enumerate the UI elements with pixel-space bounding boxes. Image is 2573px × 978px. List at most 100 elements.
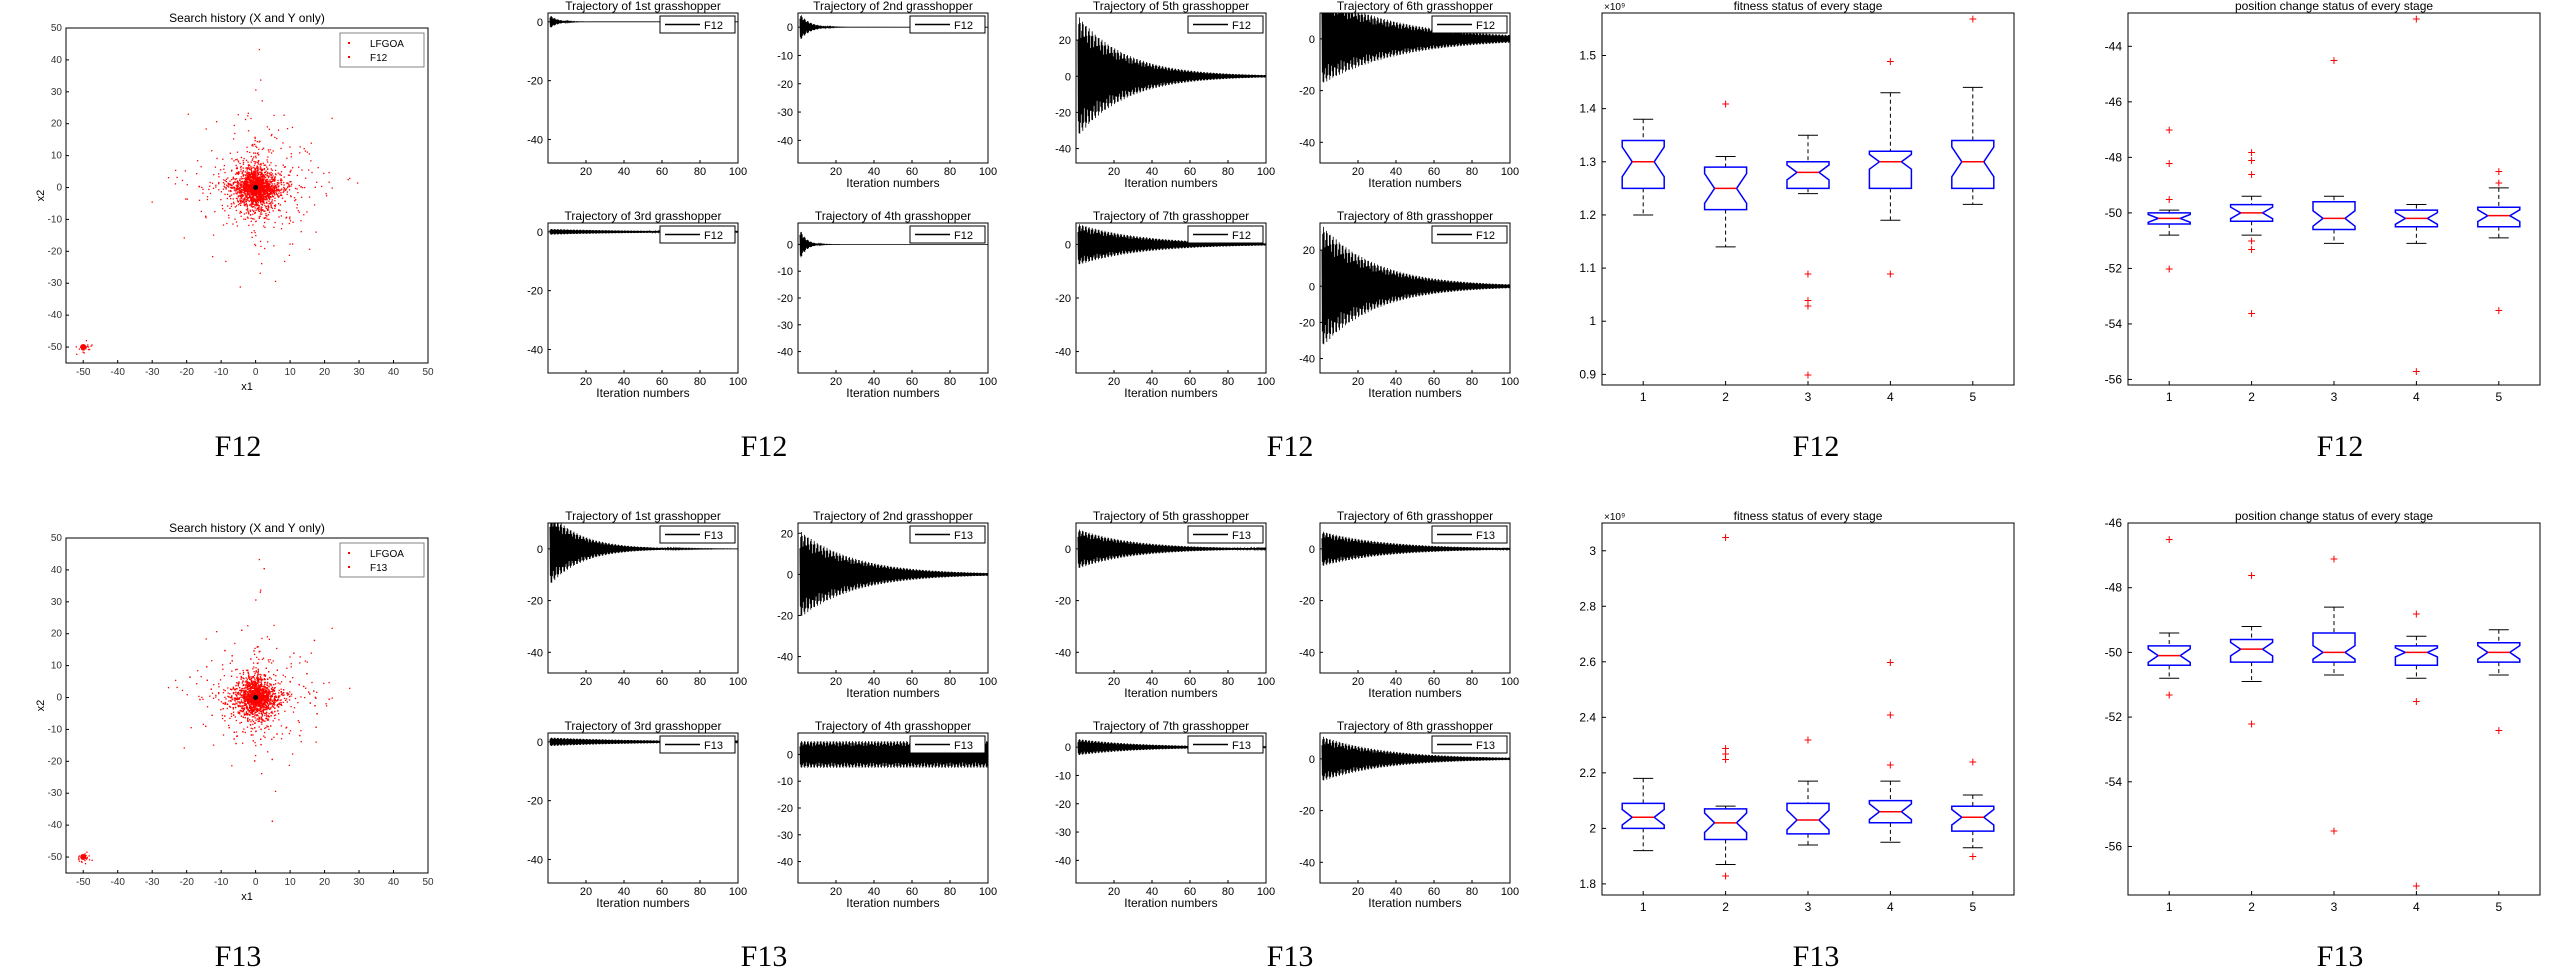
scatter-point [274, 679, 277, 682]
scatter-point [248, 167, 251, 169]
scatter-point [216, 157, 218, 160]
scatter-point [246, 192, 249, 194]
scatter-point [250, 677, 253, 680]
scatter-point [247, 175, 250, 177]
scatter-point [260, 705, 262, 707]
scatter-point [235, 719, 238, 722]
scatter-point [241, 186, 243, 188]
scatter-point [255, 730, 257, 732]
scatter-point [242, 185, 245, 187]
scatter-point [261, 185, 263, 187]
x-tick-label: 80 [1222, 376, 1234, 388]
scatter-point [251, 159, 253, 161]
scatter-point [253, 176, 256, 178]
scatter-point [274, 176, 276, 178]
scatter-point [285, 217, 287, 219]
x-tick-label: 5 [2495, 390, 2502, 404]
scatter-point [241, 195, 243, 197]
scatter-point [273, 699, 275, 701]
scatter-point [314, 696, 316, 698]
scatter-point [247, 165, 250, 167]
scatter-point [280, 725, 283, 727]
scatter-point [251, 192, 253, 194]
scatter-point [267, 168, 269, 171]
scatter-point [252, 213, 254, 216]
scatter-point [278, 190, 280, 192]
x-tick-label: 1 [2166, 390, 2173, 404]
scatter-point [243, 197, 245, 200]
scatter-point [271, 178, 273, 180]
outlier-marker: + [1804, 265, 1812, 281]
outlier-marker: + [2248, 166, 2256, 182]
scatter-point [257, 161, 259, 164]
scatter-point [254, 192, 256, 194]
scatter-point [257, 181, 260, 183]
scatter-point [235, 731, 238, 733]
scatter-point [237, 682, 239, 684]
scatter-point [253, 210, 255, 212]
scatter-point [288, 254, 291, 257]
scatter-point [257, 168, 259, 170]
scatter-point [226, 222, 228, 225]
outlier-marker: + [2330, 52, 2338, 68]
scatter-point [255, 145, 257, 147]
y-tick-label: 1.4 [1579, 102, 1596, 116]
scatter-point [293, 197, 296, 199]
scatter-point [257, 181, 259, 183]
scatter-point [273, 689, 276, 691]
scatter-point [261, 693, 263, 696]
scatter-point [247, 697, 249, 699]
scatter-point [247, 173, 250, 176]
scatter-point [272, 699, 274, 701]
scatter-point [264, 210, 266, 212]
scatter-point [235, 187, 237, 189]
scatter-point [308, 153, 311, 155]
scatter-point [235, 221, 238, 223]
scatter-point [242, 671, 245, 674]
scatter-point [268, 698, 270, 700]
scatter-point [266, 711, 268, 713]
scatter-point [300, 186, 302, 188]
scatter-point [251, 719, 254, 721]
scatter-point [270, 699, 272, 702]
scatter-point [249, 204, 251, 206]
scatter-point [259, 179, 261, 181]
scatter-point [249, 692, 252, 694]
scatter-point [237, 711, 239, 713]
scatter-point [223, 183, 226, 185]
scatter-point [261, 203, 264, 206]
scatter-point [240, 184, 243, 186]
scatter-point [266, 702, 269, 704]
scatter-point [228, 190, 230, 192]
outlier-marker: + [2165, 122, 2173, 138]
scatter-point [268, 193, 270, 195]
scatter-point [283, 190, 285, 193]
x-tick-label: 60 [656, 376, 668, 388]
scatter-point [255, 89, 257, 91]
scatter-point [236, 193, 238, 195]
scatter-point [256, 152, 259, 155]
scatter-point [244, 699, 246, 701]
scatter-point [174, 183, 177, 185]
scatter-point [260, 168, 262, 171]
scatter-point [253, 189, 255, 192]
scatter-point [251, 181, 253, 183]
scatter-point [271, 195, 273, 198]
scatter-point [263, 678, 265, 681]
scatter-point [253, 177, 256, 179]
scatter-point [254, 200, 256, 202]
scatter-point [85, 348, 87, 350]
scatter-points [75, 48, 359, 355]
scatter-point [257, 703, 259, 706]
scatter-point [250, 172, 252, 174]
scatter-point [291, 753, 294, 755]
scatter-point [248, 677, 251, 679]
scatter-point [325, 193, 327, 195]
scatter-point [268, 198, 271, 200]
scatter-point [261, 723, 263, 725]
scatter-point [268, 686, 270, 688]
scatter-point [174, 679, 177, 682]
scatter-point [260, 691, 263, 694]
